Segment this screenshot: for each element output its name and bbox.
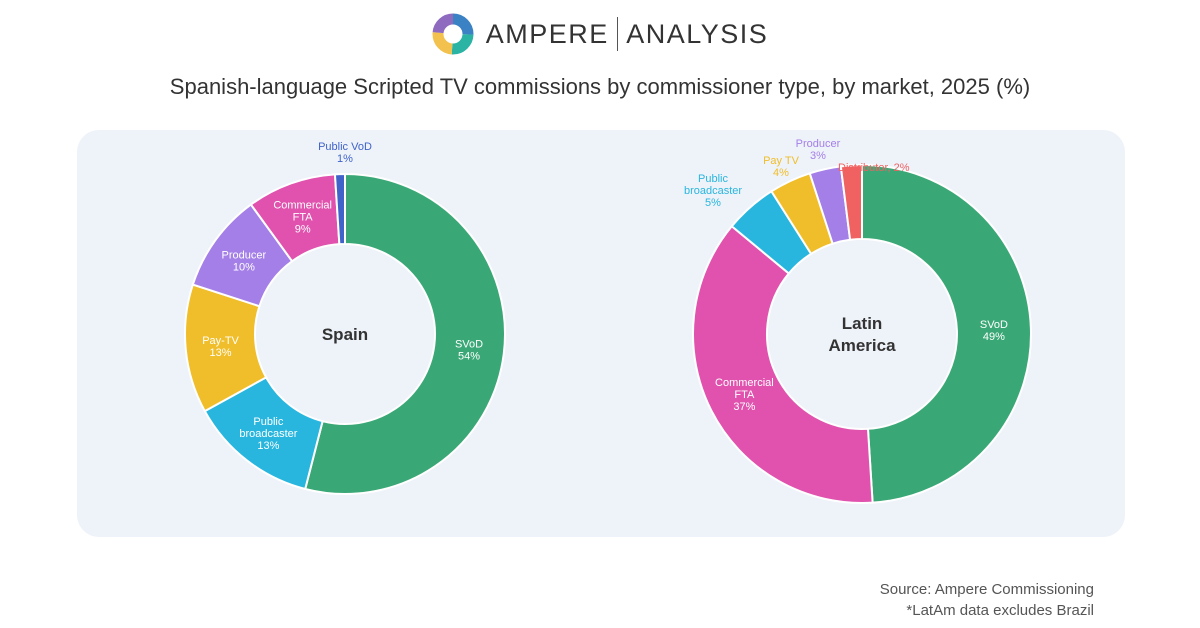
latin-america-slice-commercial-fta	[691, 224, 874, 505]
spain-label-commercial-fta: Commercial FTA 9%	[273, 199, 332, 235]
footnote-line: *LatAm data excludes Brazil	[906, 602, 1094, 619]
spain-label-pay-tv: Pay-TV 13%	[202, 335, 239, 359]
source-note: Source: Ampere Commissioning *LatAm data…	[880, 579, 1094, 621]
ampere-logo-icon	[432, 13, 474, 55]
latin-america-slice-distributor	[839, 163, 863, 241]
spain-slice-public-vod	[333, 172, 346, 246]
spain-label-public-vod: Public VoD 1%	[318, 141, 372, 165]
latin-america-center-label: Latin America	[828, 314, 896, 355]
ampere-logo: AMPERE ANALYSIS	[0, 12, 1200, 56]
latin-america-label-distributor: Distributor, 2%	[838, 162, 910, 174]
latin-america-label-producer: Producer 3%	[796, 138, 841, 162]
logo-ring-3	[432, 13, 474, 55]
logo-sub-text: ANALYSIS	[626, 18, 769, 49]
logo-ring-2	[432, 13, 474, 55]
logo-ring-4	[432, 13, 474, 55]
spain-slice-svod	[303, 172, 506, 495]
source-line: Source: Ampere Commissioning	[879, 581, 1094, 598]
latin-america-label-commercial-fta: Commercial FTA 37%	[715, 377, 774, 413]
latin-america-slice-svod	[861, 163, 1033, 504]
latin-america-label-pay-tv: Pay TV 4%	[763, 155, 800, 179]
spain-label-producer: Producer 10%	[222, 250, 267, 274]
chart-title: Spanish-language Scripted TV commissions…	[169, 74, 1031, 99]
logo-brand-text: AMPERE	[485, 18, 609, 49]
latin-america-label-public-broadcaster: Public broadcaster 5%	[684, 173, 742, 209]
latin-america-label-svod: SVoD 49%	[980, 319, 1008, 343]
spain-center-label: Spain	[322, 325, 368, 344]
logo-divider	[616, 17, 619, 51]
spain-label-public-broadcaster: Public broadcaster 13%	[239, 416, 297, 452]
spain-label-svod: SVoD 54%	[455, 339, 483, 363]
